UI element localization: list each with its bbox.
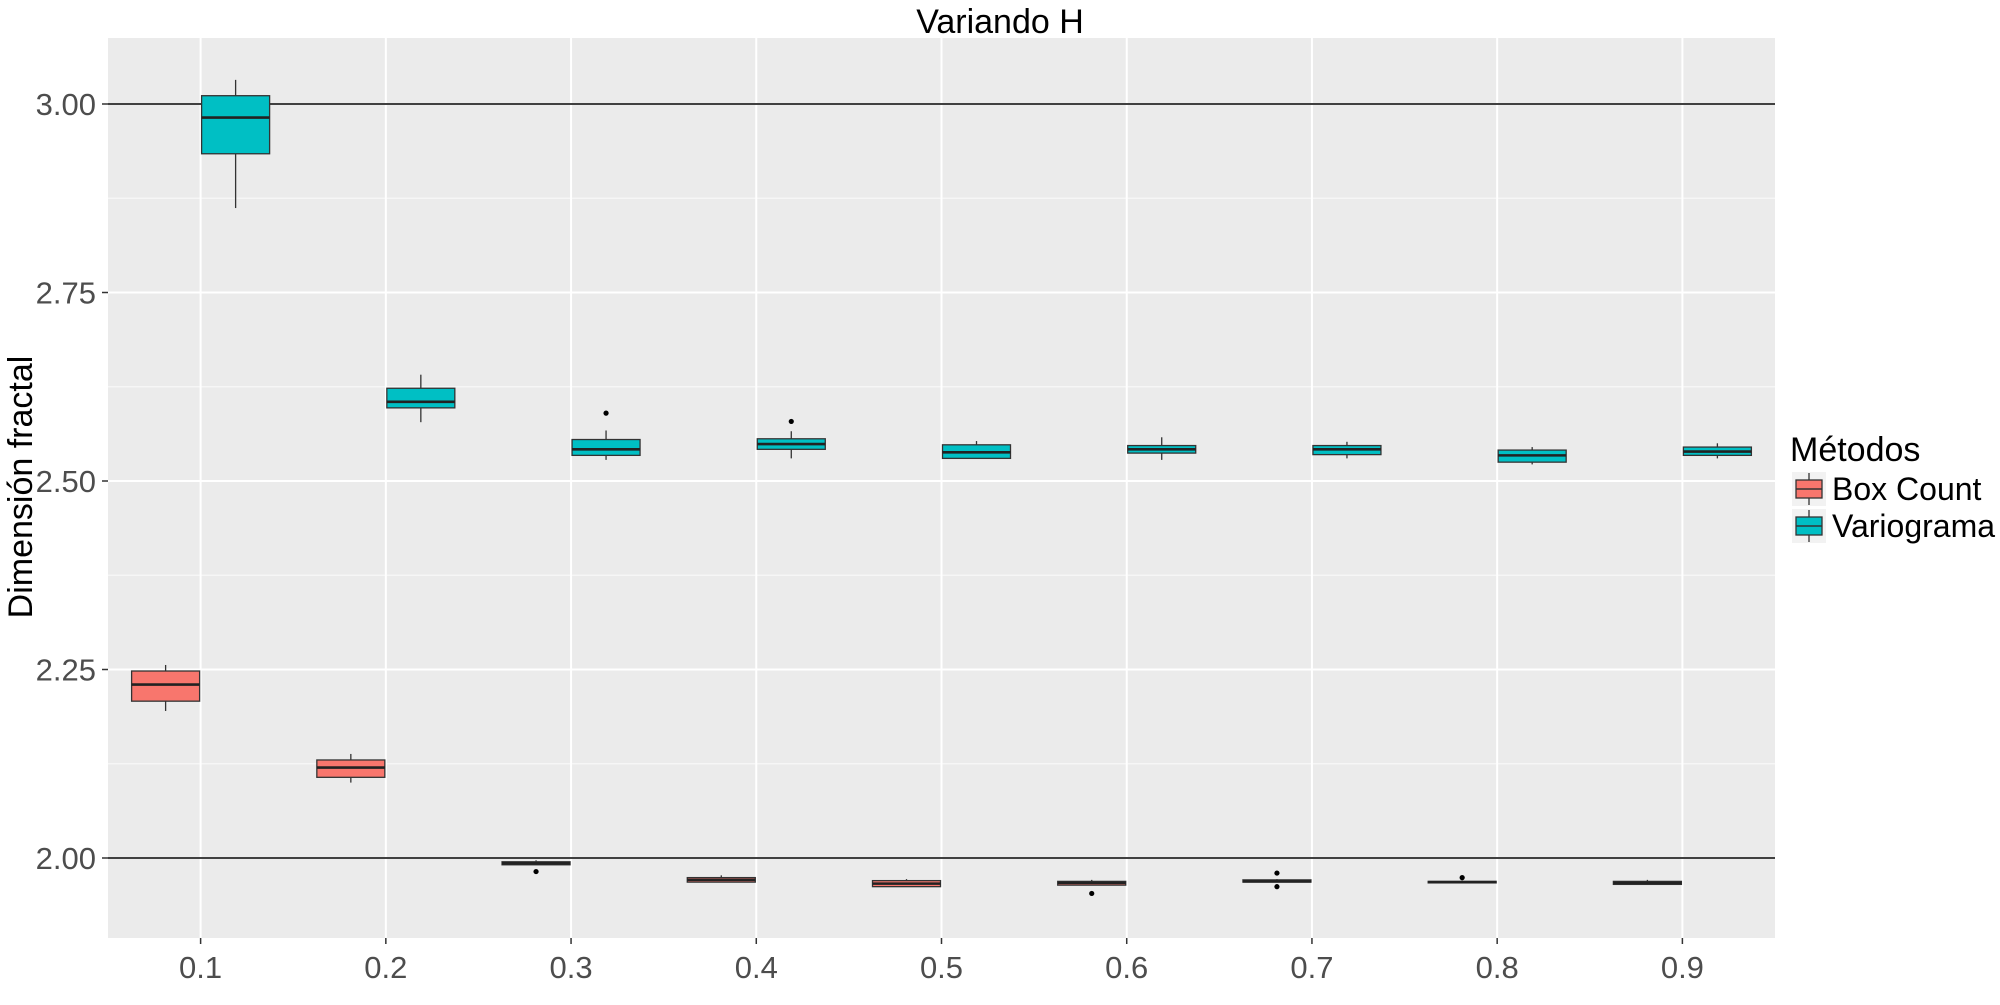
x-tick-label: 0.5 — [920, 950, 963, 985]
outlier-point — [1274, 870, 1280, 876]
x-tick-label: 0.1 — [179, 950, 222, 985]
x-tick-label: 0.7 — [1290, 950, 1333, 985]
box — [130, 670, 201, 702]
x-tick-label: 0.9 — [1661, 950, 1704, 985]
y-tick-label: 2.25 — [36, 653, 96, 688]
legend-item: Variograma — [1792, 508, 1995, 544]
box — [571, 438, 641, 457]
x-tick-label: 0.3 — [550, 950, 593, 985]
x-tick-label: 0.6 — [1105, 950, 1148, 985]
box — [386, 387, 456, 409]
outlier-point — [603, 410, 609, 416]
outlier-point — [1089, 890, 1095, 897]
box — [200, 95, 271, 155]
outlier-point — [1459, 875, 1465, 881]
x-tick-label: 0.2 — [364, 950, 407, 985]
plot-area — [108, 38, 1775, 938]
x-tick-label: 0.8 — [1476, 950, 1519, 985]
legend-title: Métodos — [1790, 431, 1920, 469]
y-tick-label: 3.00 — [36, 87, 96, 122]
outlier-point — [788, 418, 794, 425]
legend-label: Variograma — [1832, 508, 1995, 544]
legend-label: Box Count — [1832, 471, 1982, 507]
outlier-point — [1274, 884, 1280, 890]
outlier-point — [533, 868, 539, 875]
y-tick-label: 2.00 — [36, 841, 96, 876]
y-tick-label: 2.50 — [36, 464, 96, 499]
axes: 2.00 2.25 2.50 2.75 3.00 0.1 0.2 0.3 0.4 0.5 0.6 0.… — [36, 87, 1704, 985]
legend-item: Box Count — [1792, 471, 1982, 507]
x-tick-label: 0.4 — [735, 950, 778, 985]
y-axis-label: Dimensión fractal — [2, 356, 40, 619]
chart-title: Variando H — [916, 3, 1084, 41]
box-layer — [130, 79, 1753, 897]
y-tick-label: 2.75 — [36, 276, 96, 311]
